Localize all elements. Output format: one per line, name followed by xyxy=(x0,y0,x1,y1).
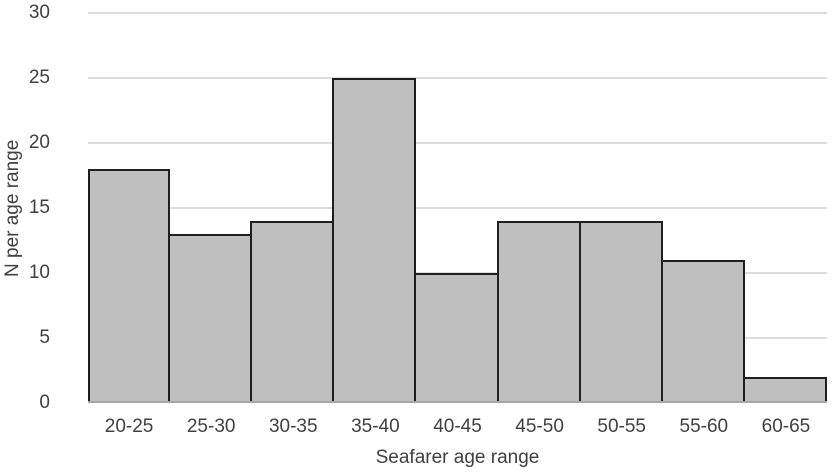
bar-50-55 xyxy=(578,221,663,401)
x-axis-title: Seafarer age range xyxy=(375,447,540,468)
y-tick-label-30: 30 xyxy=(28,2,50,23)
x-tick-label-50-55: 50-55 xyxy=(597,416,647,437)
plot-area xyxy=(88,12,827,403)
x-tick-label-45-50: 45-50 xyxy=(515,416,564,437)
x-tick-label-40-45: 40-45 xyxy=(433,416,482,437)
x-tick-label-30-35: 30-35 xyxy=(268,416,318,437)
bar-30-35 xyxy=(250,221,335,401)
bar-40-45 xyxy=(414,273,499,401)
y-tick-label-0: 0 xyxy=(39,392,50,413)
x-tick-label-20-25: 20-25 xyxy=(104,416,154,437)
bar-45-50 xyxy=(496,221,581,401)
y-tick-label-20: 20 xyxy=(28,132,50,153)
gridline-20 xyxy=(88,142,827,144)
y-tick-label-25: 25 xyxy=(28,67,50,88)
x-axis-line xyxy=(88,401,827,403)
x-tick-label-35-40: 35-40 xyxy=(351,416,400,437)
bar-20-25 xyxy=(88,169,171,401)
x-tick-label-60-65: 60-65 xyxy=(761,416,811,437)
y-tick-label-10: 10 xyxy=(28,262,50,283)
bar-25-30 xyxy=(168,234,253,401)
gridline-15 xyxy=(88,207,827,209)
bar-55-60 xyxy=(660,260,745,401)
gridline-25 xyxy=(88,77,827,79)
y-tick-label-15: 15 xyxy=(28,197,50,218)
bar-60-65 xyxy=(742,377,827,401)
x-tick-label-25-30: 25-30 xyxy=(186,416,236,437)
y-tick-label-5: 5 xyxy=(39,327,50,348)
x-tick-label-55-60: 55-60 xyxy=(679,416,729,437)
bar-35-40 xyxy=(332,78,417,401)
gridline-30 xyxy=(88,12,827,14)
